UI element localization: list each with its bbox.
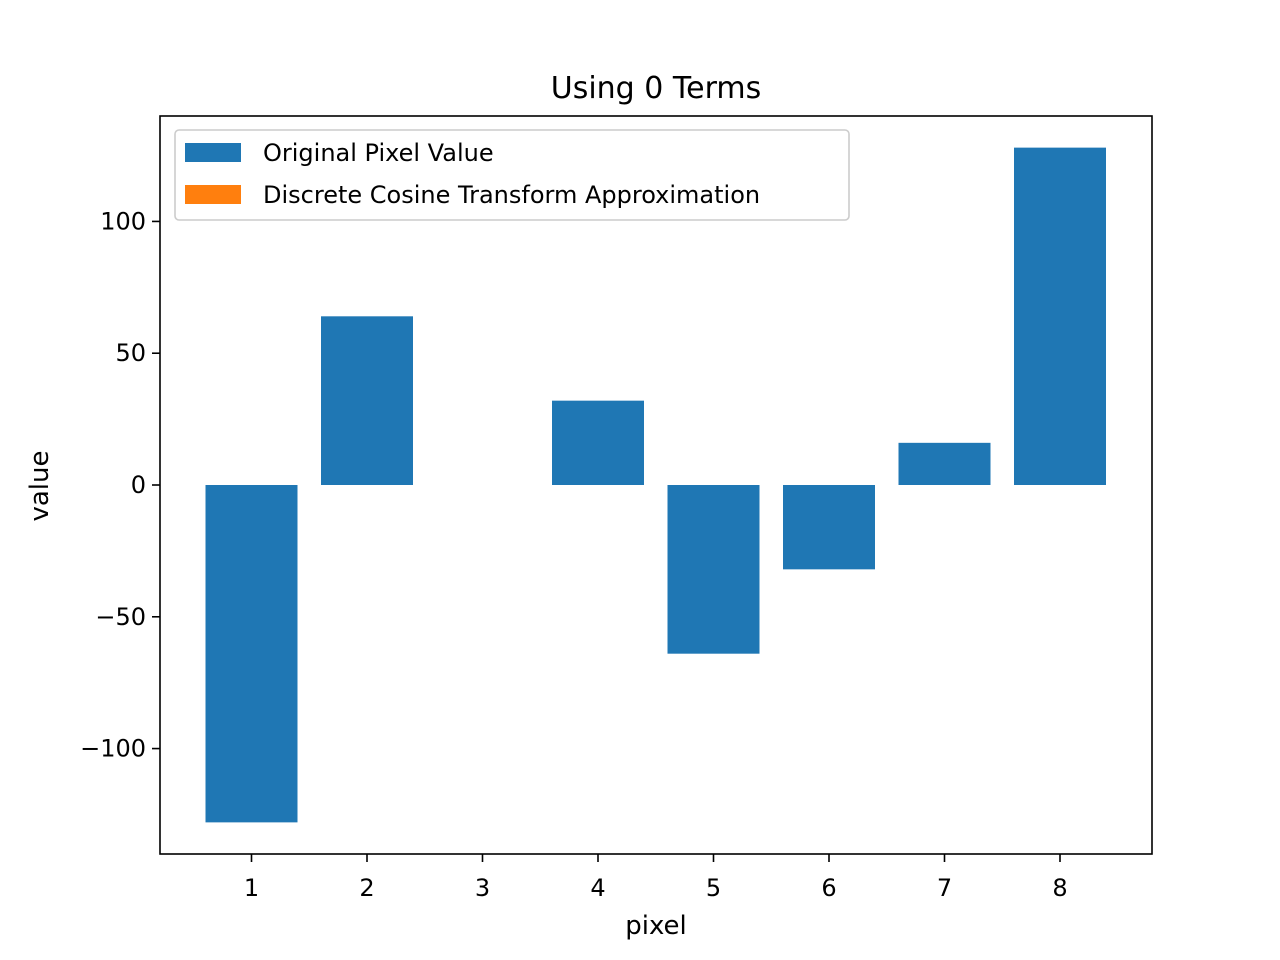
y-axis: −100 −50 0 50 100 (80, 207, 160, 763)
legend-box (174, 129, 850, 221)
legend-label-dct: Discrete Cosine Transform Approximation (263, 181, 760, 209)
bar-series-1-pixel-4 (552, 400, 644, 485)
x-tick-label: 6 (821, 874, 836, 902)
y-tick-label: 0 (131, 471, 146, 499)
bar-series-1-pixel-8 (1014, 147, 1106, 485)
y-tick-label: −100 (80, 735, 146, 763)
legend-swatch-dct (185, 185, 241, 204)
bar-series-1-pixel-6 (783, 485, 875, 570)
y-tick-label: 100 (100, 207, 146, 235)
x-tick-label: 5 (706, 874, 721, 902)
y-tick-label: −50 (95, 603, 146, 631)
x-tick-label: 4 (590, 874, 605, 902)
x-tick-label: 3 (475, 874, 490, 902)
x-tick-label: 8 (1052, 874, 1067, 902)
x-axis: 1 2 3 4 5 6 7 8 (244, 854, 1068, 902)
x-tick-label: 7 (937, 874, 952, 902)
x-tick-label: 2 (359, 874, 374, 902)
legend: Original Pixel Value Discrete Cosine Tra… (174, 129, 850, 221)
bar-series-1-pixel-2 (321, 316, 413, 485)
legend-label-original: Original Pixel Value (263, 139, 494, 167)
bar-series-1-pixel-5 (667, 485, 760, 654)
bar-series-1-pixel-1 (205, 485, 298, 823)
legend-swatch-original (185, 143, 241, 162)
chart-title: Using 0 Terms (551, 71, 761, 106)
x-tick-label: 1 (244, 874, 259, 902)
y-tick-label: 50 (115, 339, 146, 367)
bar-series-1-pixel-7 (898, 442, 991, 485)
x-axis-label: pixel (625, 911, 687, 941)
y-axis-label: value (25, 450, 55, 521)
bars-layer (205, 147, 1106, 823)
